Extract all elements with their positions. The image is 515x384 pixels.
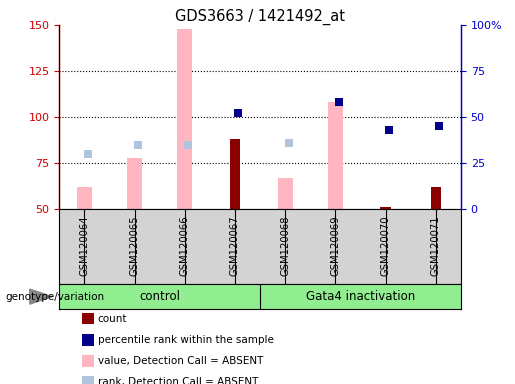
Text: percentile rank within the sample: percentile rank within the sample [98, 335, 274, 345]
Text: GSM120065: GSM120065 [130, 215, 140, 276]
Bar [127, 158, 142, 209]
Text: GSM120064: GSM120064 [79, 215, 89, 276]
Text: GSM120069: GSM120069 [331, 215, 340, 276]
Text: GSM120068: GSM120068 [280, 215, 290, 276]
Bar [328, 103, 343, 209]
Bar [381, 207, 391, 209]
Text: value, Detection Call = ABSENT: value, Detection Call = ABSENT [98, 356, 263, 366]
Text: control: control [139, 290, 180, 303]
Bar [431, 187, 441, 209]
Text: count: count [98, 314, 127, 324]
Text: GSM120071: GSM120071 [431, 215, 441, 276]
Bar [177, 29, 192, 209]
Bar [77, 187, 92, 209]
Title: GDS3663 / 1421492_at: GDS3663 / 1421492_at [175, 9, 345, 25]
Text: genotype/variation: genotype/variation [5, 291, 104, 302]
Text: GSM120067: GSM120067 [230, 215, 240, 276]
Bar [278, 178, 293, 209]
Text: Gata4 inactivation: Gata4 inactivation [306, 290, 415, 303]
Text: GSM120070: GSM120070 [381, 215, 390, 276]
Text: GSM120066: GSM120066 [180, 215, 190, 276]
Text: rank, Detection Call = ABSENT: rank, Detection Call = ABSENT [98, 377, 258, 384]
Bar [230, 139, 240, 209]
Polygon shape [30, 289, 53, 304]
